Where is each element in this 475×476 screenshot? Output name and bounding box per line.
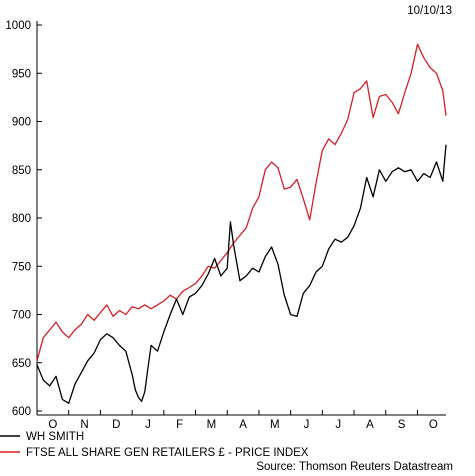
x-tick-label: N bbox=[80, 419, 88, 431]
y-tick-label: 950 bbox=[12, 68, 31, 80]
x-tick-label: J bbox=[335, 419, 341, 431]
series-line-wh-smith bbox=[36, 144, 447, 404]
x-tick-label: S bbox=[398, 419, 406, 431]
x-tick-label: J bbox=[145, 419, 151, 431]
x-tick-label: A bbox=[239, 419, 247, 431]
x-tick-label: O bbox=[48, 419, 57, 431]
y-tick-label: 700 bbox=[12, 310, 31, 322]
x-tick-label: J bbox=[304, 419, 310, 431]
x-tick-label: M bbox=[270, 419, 280, 431]
series-group bbox=[36, 43, 447, 404]
y-tick-label: 850 bbox=[12, 165, 31, 177]
x-tick-label: M bbox=[207, 419, 217, 431]
series-line-ftse bbox=[36, 43, 447, 361]
legend-label-ftse: FTSE ALL SHARE GEN RETAILERS £ - PRICE I… bbox=[26, 447, 309, 459]
y-tick-label: 1000 bbox=[5, 20, 31, 32]
y-tick-label: 650 bbox=[12, 358, 31, 370]
y-axis: 600 650 700 750 800 850 900 950 1000 bbox=[5, 20, 42, 418]
date-label: 10/10/13 bbox=[407, 5, 452, 17]
x-tick-label: O bbox=[429, 419, 438, 431]
x-tick-label: D bbox=[112, 419, 120, 431]
legend-label-wh-smith: WH SMITH bbox=[26, 431, 84, 443]
y-tick-label: 600 bbox=[12, 406, 31, 418]
x-tick-label: A bbox=[366, 419, 374, 431]
y-tick-label: 800 bbox=[12, 213, 31, 225]
y-tick-label: 750 bbox=[12, 261, 31, 273]
x-tick-label: F bbox=[176, 419, 183, 431]
source-label: Source: Thomson Reuters Datastream bbox=[256, 461, 453, 473]
y-tick-label: 900 bbox=[12, 117, 31, 129]
